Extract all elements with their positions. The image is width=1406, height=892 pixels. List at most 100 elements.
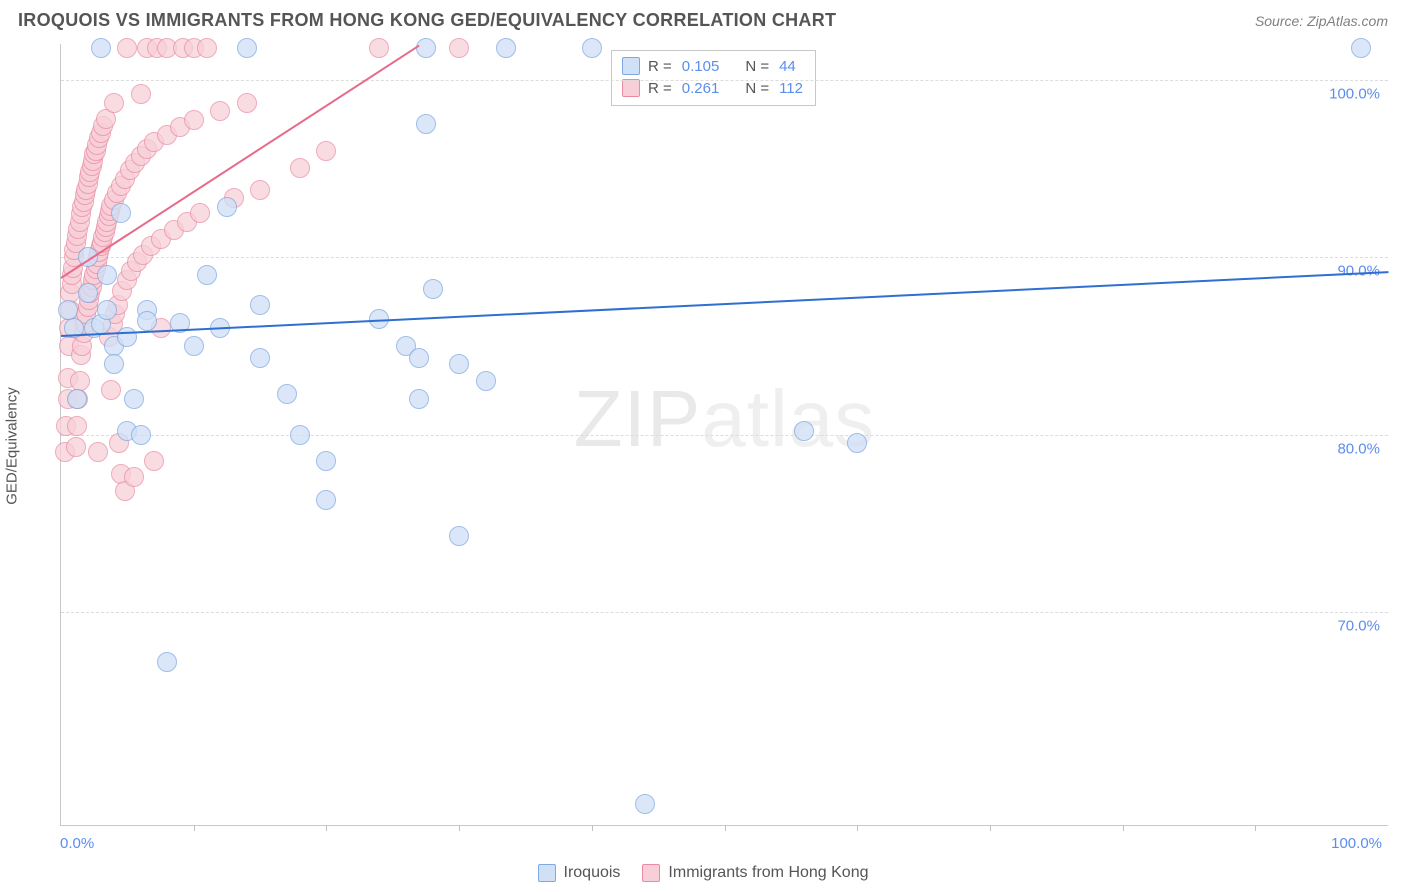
- gridline-h: [61, 257, 1388, 258]
- data-point-hongkong: [67, 416, 87, 436]
- y-tick-label: 100.0%: [1329, 85, 1380, 102]
- x-axis-min-label: 0.0%: [60, 835, 94, 852]
- stat-r-label: R =: [648, 58, 672, 75]
- data-point-iroquois: [97, 265, 117, 285]
- data-point-iroquois: [131, 425, 151, 445]
- legend-label-hongkong: Immigrants from Hong Kong: [668, 864, 868, 882]
- stats-row-iroquois: R = 0.105 N = 44: [622, 55, 805, 77]
- data-point-hongkong: [144, 451, 164, 471]
- stat-n-value: 112: [777, 80, 805, 97]
- x-axis-max-label: 100.0%: [1331, 835, 1382, 852]
- data-point-iroquois: [416, 114, 436, 134]
- data-point-hongkong: [70, 371, 90, 391]
- data-point-hongkong: [250, 180, 270, 200]
- data-point-iroquois: [496, 38, 516, 58]
- x-tick: [592, 825, 593, 831]
- data-point-iroquois: [847, 433, 867, 453]
- data-point-iroquois: [137, 311, 157, 331]
- data-point-iroquois: [416, 38, 436, 58]
- x-tick: [194, 825, 195, 831]
- chart-title: IROQUOIS VS IMMIGRANTS FROM HONG KONG GE…: [18, 10, 836, 31]
- data-point-iroquois: [104, 354, 124, 374]
- legend-bottom: Iroquois Immigrants from Hong Kong: [0, 864, 1406, 882]
- data-point-iroquois: [157, 652, 177, 672]
- data-point-iroquois: [197, 265, 217, 285]
- data-point-hongkong: [290, 158, 310, 178]
- y-axis-label: GED/Equivalency: [4, 387, 21, 505]
- legend-item-iroquois: Iroquois: [538, 864, 621, 882]
- stat-r-value: 0.105: [680, 58, 722, 75]
- x-tick: [1255, 825, 1256, 831]
- gridline-h: [61, 435, 1388, 436]
- y-tick-label: 80.0%: [1337, 440, 1380, 457]
- watermark-bold: ZIP: [574, 374, 701, 463]
- swatch-iroquois: [622, 57, 640, 75]
- chart-source: Source: ZipAtlas.com: [1255, 13, 1388, 29]
- data-point-iroquois: [217, 197, 237, 217]
- data-point-iroquois: [78, 283, 98, 303]
- y-tick-label: 70.0%: [1337, 618, 1380, 635]
- stat-n-value: 44: [777, 58, 798, 75]
- data-point-iroquois: [449, 354, 469, 374]
- data-point-hongkong: [88, 442, 108, 462]
- data-point-iroquois: [316, 490, 336, 510]
- data-point-iroquois: [449, 526, 469, 546]
- x-tick: [725, 825, 726, 831]
- data-point-hongkong: [101, 380, 121, 400]
- x-tick: [326, 825, 327, 831]
- x-tick: [857, 825, 858, 831]
- legend-item-hongkong: Immigrants from Hong Kong: [642, 864, 868, 882]
- swatch-hongkong: [622, 79, 640, 97]
- data-point-hongkong: [369, 38, 389, 58]
- data-point-iroquois: [67, 389, 87, 409]
- data-point-hongkong: [210, 101, 230, 121]
- x-tick: [1123, 825, 1124, 831]
- legend-swatch-iroquois: [538, 864, 556, 882]
- data-point-hongkong: [316, 141, 336, 161]
- data-point-iroquois: [794, 421, 814, 441]
- data-point-hongkong: [104, 93, 124, 113]
- chart-area: GED/Equivalency ZIPatlas R =0.105N =44R …: [18, 44, 1388, 848]
- data-point-hongkong: [190, 203, 210, 223]
- chart-header: IROQUOIS VS IMMIGRANTS FROM HONG KONG GE…: [0, 0, 1406, 37]
- data-point-hongkong: [124, 467, 144, 487]
- x-tick: [990, 825, 991, 831]
- data-point-iroquois: [97, 300, 117, 320]
- legend-label-iroquois: Iroquois: [564, 864, 621, 882]
- data-point-iroquois: [582, 38, 602, 58]
- stat-n-label: N =: [745, 58, 769, 75]
- data-point-iroquois: [184, 336, 204, 356]
- data-point-hongkong: [197, 38, 217, 58]
- data-point-iroquois: [117, 327, 137, 347]
- data-point-iroquois: [635, 794, 655, 814]
- data-point-iroquois: [277, 384, 297, 404]
- data-point-iroquois: [250, 295, 270, 315]
- data-point-iroquois: [1351, 38, 1371, 58]
- stats-legend-box: R =0.105N =44R =0.261N =112: [611, 50, 816, 106]
- data-point-iroquois: [409, 389, 429, 409]
- watermark: ZIPatlas: [574, 373, 875, 465]
- data-point-hongkong: [184, 110, 204, 130]
- legend-swatch-hongkong: [642, 864, 660, 882]
- data-point-iroquois: [91, 38, 111, 58]
- data-point-hongkong: [117, 38, 137, 58]
- data-point-iroquois: [237, 38, 257, 58]
- data-point-iroquois: [476, 371, 496, 391]
- data-point-hongkong: [449, 38, 469, 58]
- data-point-iroquois: [316, 451, 336, 471]
- data-point-iroquois: [124, 389, 144, 409]
- stat-r-value: 0.261: [680, 80, 722, 97]
- data-point-iroquois: [250, 348, 270, 368]
- gridline-h: [61, 80, 1388, 81]
- data-point-iroquois: [290, 425, 310, 445]
- data-point-hongkong: [66, 437, 86, 457]
- data-point-iroquois: [111, 203, 131, 223]
- stat-r-label: R =: [648, 80, 672, 97]
- x-tick: [459, 825, 460, 831]
- data-point-hongkong: [131, 84, 151, 104]
- data-point-iroquois: [409, 348, 429, 368]
- plot-region: ZIPatlas R =0.105N =44R =0.261N =112 70.…: [60, 44, 1388, 826]
- data-point-hongkong: [237, 93, 257, 113]
- gridline-h: [61, 612, 1388, 613]
- data-point-iroquois: [423, 279, 443, 299]
